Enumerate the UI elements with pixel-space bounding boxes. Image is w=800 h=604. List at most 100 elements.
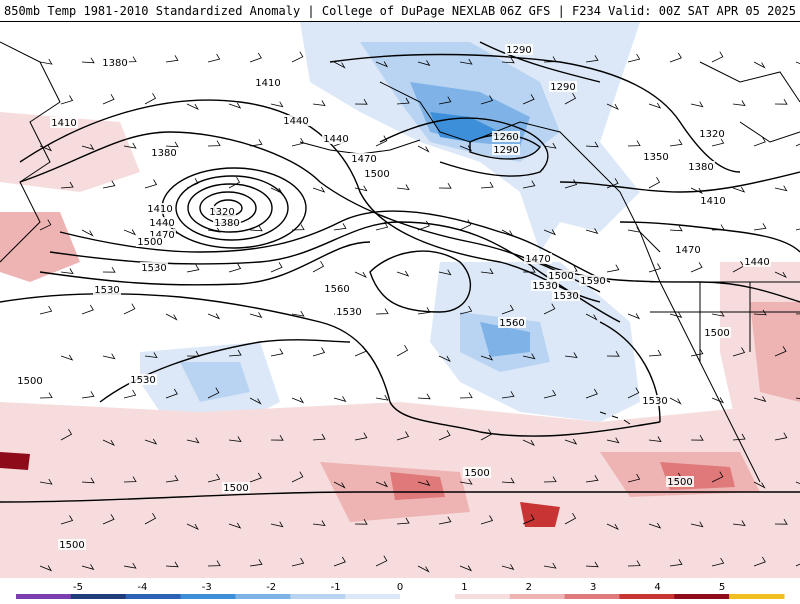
contour-label-bg <box>101 57 129 68</box>
wind-barb <box>459 219 472 231</box>
wind-barb <box>291 51 304 63</box>
wind-barb <box>396 517 410 525</box>
contour-label-bg <box>463 467 491 478</box>
wind-barb <box>81 391 95 399</box>
wind-barb <box>417 565 430 573</box>
wind-barb <box>459 305 473 315</box>
colorbar-tick-label: -4 <box>137 582 147 593</box>
contour-label-bg <box>552 290 580 301</box>
wind-barb <box>144 438 158 445</box>
wind-barb <box>228 263 242 273</box>
colorbar-tick-label: -5 <box>73 582 83 593</box>
wind-barb <box>60 95 74 105</box>
wind-barb <box>39 305 53 315</box>
contour-label: 1530 <box>336 307 361 318</box>
contour-label-bg <box>642 151 670 162</box>
wind-barb <box>438 430 451 441</box>
wind-barb <box>753 556 766 567</box>
colorbar-swatch <box>729 594 785 599</box>
colorbar-swatch <box>345 594 401 599</box>
wind-barb <box>102 353 116 360</box>
wind-barb <box>669 559 683 567</box>
wind-barb <box>501 477 515 484</box>
wind-barb <box>585 228 599 234</box>
wind-barb <box>312 260 325 273</box>
asia-coastline <box>0 41 61 263</box>
contour-label-bg <box>93 284 121 295</box>
wind-barb <box>564 179 578 189</box>
colorbar-swatch <box>509 594 566 599</box>
wind-barb <box>480 428 493 441</box>
wind-barb <box>522 439 535 447</box>
wind-barb <box>501 304 514 315</box>
height-contour <box>0 491 800 503</box>
wind-barb <box>60 354 74 361</box>
wind-barb <box>60 268 74 274</box>
wind-barb <box>312 347 326 357</box>
wind-barb <box>291 557 305 567</box>
wind-barb <box>711 51 724 63</box>
wind-barb <box>270 348 284 357</box>
colorbar-swatch <box>674 594 730 599</box>
contour-label: 1350 <box>643 152 668 163</box>
contour-label: 1380 <box>214 218 239 229</box>
wind-barb <box>102 514 115 525</box>
wind-barb <box>564 92 577 105</box>
wind-barb <box>270 101 284 108</box>
colorbar-swatch <box>619 594 675 599</box>
wind-barb <box>60 515 74 525</box>
wind-barb <box>627 387 640 399</box>
wind-barb <box>732 186 746 193</box>
canada-coastline <box>699 61 800 143</box>
contour-label-bg <box>743 256 771 267</box>
wind-barb <box>711 471 724 483</box>
wind-barb <box>627 313 641 320</box>
contour-label-bg <box>350 153 378 164</box>
warm-anomaly-region <box>750 302 800 402</box>
height-contour <box>559 171 800 193</box>
wind-barb <box>186 178 199 189</box>
wind-barb <box>417 393 431 400</box>
contour-label: 1500 <box>704 328 729 339</box>
wind-barb <box>39 478 53 485</box>
wind-barb <box>39 392 53 399</box>
contour-label: 1500 <box>59 540 84 551</box>
contour-label: 1380 <box>102 58 127 69</box>
wind-barb <box>207 313 221 320</box>
wind-barb <box>648 436 662 442</box>
wind-barb <box>753 223 767 231</box>
coastlines <box>0 41 800 483</box>
wind-barb <box>81 229 94 237</box>
contour-label: 1530 <box>130 375 155 386</box>
wind-barb <box>102 266 116 273</box>
wind-barb <box>501 57 515 64</box>
wind-barb <box>711 224 725 231</box>
contour-label-bg <box>674 244 702 255</box>
contour-label-bg <box>58 539 86 550</box>
wind-barb <box>480 268 494 274</box>
colorbar-tick-label: -3 <box>202 582 212 593</box>
wind-barb <box>396 270 410 277</box>
contour-label: 1410 <box>255 78 280 89</box>
wind-barb <box>39 565 53 572</box>
wind-barb <box>543 229 557 236</box>
wind-barb <box>228 176 241 189</box>
wind-barb <box>81 304 94 315</box>
contour-label-bg <box>148 217 176 228</box>
wind-barb <box>165 475 179 483</box>
wind-barb <box>375 221 389 231</box>
wind-barb <box>417 480 431 486</box>
map-title: 850mb Temp 1981-2010 Standardized Anomal… <box>4 4 496 18</box>
wind-barb <box>480 95 494 105</box>
wind-barb <box>123 476 137 483</box>
contour-label: 1440 <box>744 257 769 268</box>
us-state-borders <box>650 281 800 362</box>
wind-barb <box>186 103 199 111</box>
model-run-info: 06Z GFS | F234 Valid: 00Z SAT APR 05 202… <box>499 4 796 18</box>
colorbar-ticks: -5 -4 -3 -2 -1 0 1 2 3 4 5 <box>73 582 725 593</box>
contour-label: 1500 <box>548 271 573 282</box>
colorbar-swatch <box>180 594 236 599</box>
warm-anomaly-region <box>0 212 80 282</box>
wind-barb <box>648 522 662 529</box>
contour-label: 1500 <box>223 483 248 494</box>
